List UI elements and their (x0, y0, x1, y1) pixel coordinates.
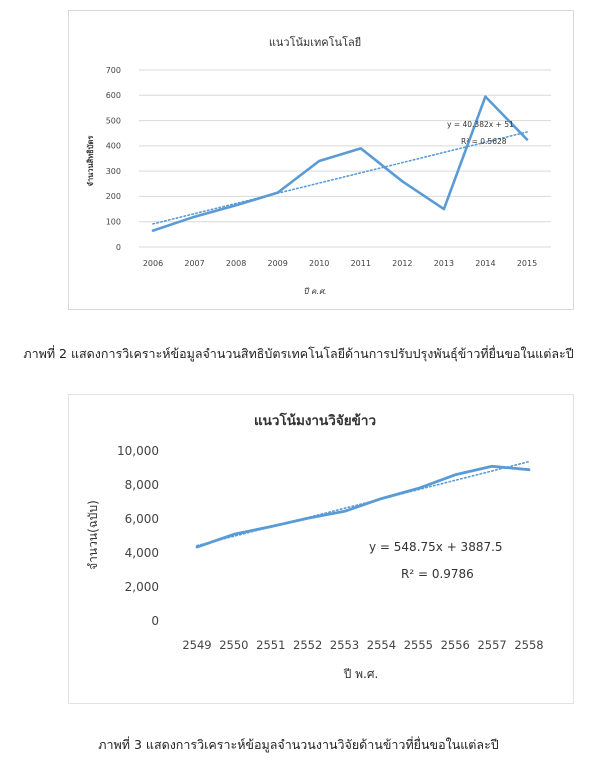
y-tick-label: 6,000 (125, 512, 159, 526)
y-tick-label: 0 (151, 614, 159, 628)
figure-2-caption: ภาพที่ 2 แสดงการวิเคราะห์ข้อมูลจำนวนสิทธ… (23, 346, 574, 361)
x-tick-label: 2557 (477, 638, 506, 652)
patent-trend-chart: แนวโน้มเทคโนโลยี 0 100 200 300 400 500 600 700 20… (68, 10, 574, 310)
patent-trend-chart-svg: แนวโน้มเทคโนโลยี 0 100 200 300 400 500 600 700 20… (86, 35, 551, 296)
y-tick-label: 4,000 (125, 546, 159, 560)
y-tick-label: 600 (106, 91, 121, 100)
x-tick-label: 2008 (226, 259, 246, 268)
x-tick-label: 2553 (330, 638, 359, 652)
x-tick-label: 2552 (293, 638, 322, 652)
rice-research-trend-chart-svg: แนวโน้มงานวิจัยข้าว 0 2,000 4,000 6,000 8,000… (86, 411, 544, 681)
x-tick-label: 2549 (182, 638, 211, 652)
series-line (195, 464, 531, 549)
x-tick-label: 2554 (367, 638, 396, 652)
y-tick-label: 100 (106, 218, 121, 227)
x-tick-label: 2558 (514, 638, 543, 652)
x-tick-label: 2014 (475, 259, 495, 268)
series-line (151, 95, 529, 232)
y-axis-label: จำนวน(ฉบับ) (86, 500, 100, 570)
trendline-r-squared: R² = 0.5628 (461, 137, 507, 146)
y-tick-label: 700 (106, 66, 121, 75)
x-tick-label: 2550 (219, 638, 248, 652)
y-tick-label: 500 (106, 116, 121, 125)
x-tick-label: 2556 (441, 638, 470, 652)
x-axis-label: ปี ค.ศ. (303, 287, 326, 296)
x-tick-label: 2012 (392, 259, 412, 268)
y-tick-label: 2,000 (125, 580, 159, 594)
x-tick-label: 2555 (404, 638, 433, 652)
x-tick-label: 2013 (434, 259, 454, 268)
x-tick-label: 2007 (184, 259, 204, 268)
x-axis-label: ปี พ.ศ. (343, 667, 378, 681)
y-tick-label: 200 (106, 192, 121, 201)
y-tick-label: 400 (106, 142, 121, 151)
x-tick-label: 2015 (517, 259, 537, 268)
x-tick-label: 2551 (256, 638, 285, 652)
x-tick-label: 2010 (309, 259, 329, 268)
y-tick-label: 300 (106, 167, 121, 176)
x-tick-label: 2009 (267, 259, 287, 268)
chart-title: แนวโน้มงานวิจัยข้าว (254, 411, 376, 429)
rice-research-trend-chart: แนวโน้มงานวิจัยข้าว 0 2,000 4,000 6,000 8,000… (68, 394, 574, 704)
y-axis-label: จำนวนสิทธิบัตร (86, 135, 95, 187)
y-tick-label: 10,000 (117, 444, 159, 458)
chart-title: แนวโน้มเทคโนโลยี (269, 35, 361, 49)
trendline-equation: y = 40.382x + 51 (447, 120, 514, 129)
y-tick-label: 0 (116, 243, 121, 252)
trendline-r-squared: R² = 0.9786 (401, 567, 474, 581)
x-tick-label: 2006 (143, 259, 163, 268)
y-tick-label: 8,000 (125, 478, 159, 492)
trendline (152, 131, 528, 225)
x-tick-label: 2011 (351, 259, 371, 268)
trendline-equation: y = 548.75x + 3887.5 (369, 540, 503, 554)
figure-3-caption: ภาพที่ 3 แสดงการวิเคราะห์ข้อมูลจำนวนงานว… (98, 737, 499, 752)
